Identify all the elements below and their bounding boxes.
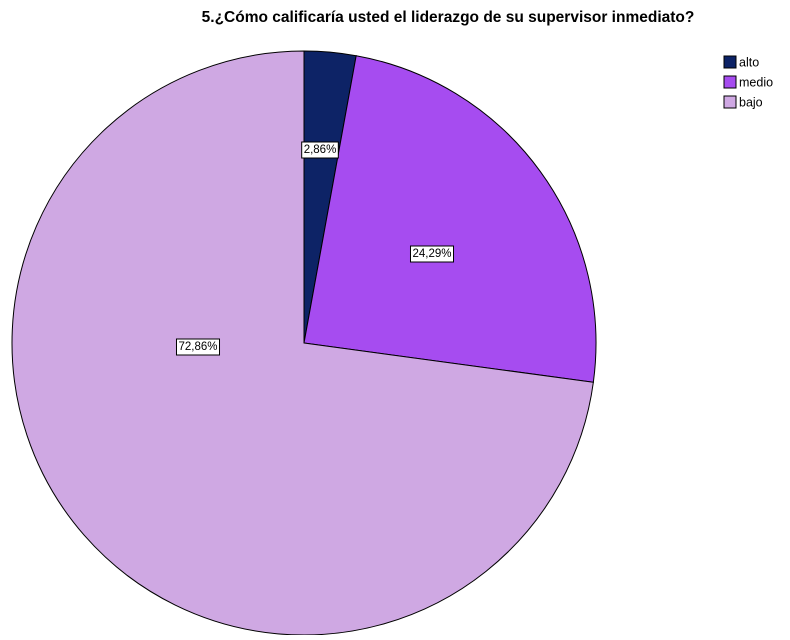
data-label: 2,86% xyxy=(301,141,339,159)
legend-label: medio xyxy=(739,75,773,89)
data-label-box xyxy=(409,245,455,263)
data-label: 72,86% xyxy=(175,338,221,356)
legend-label: alto xyxy=(739,55,759,69)
data-label-box xyxy=(175,338,221,356)
legend-swatch xyxy=(723,55,737,69)
data-label-text: 2,86% xyxy=(304,144,337,156)
legend-swatch xyxy=(723,75,737,89)
data-label-box xyxy=(301,141,339,159)
pie-slice xyxy=(303,55,597,383)
legend-swatch xyxy=(723,95,737,109)
data-label: 24,29% xyxy=(409,245,455,263)
pie-slice xyxy=(11,50,594,636)
chart-title: 5.¿Cómo calificaría usted el liderazgo d… xyxy=(202,9,695,26)
data-label-text: 24,29% xyxy=(412,248,451,260)
legend-label: bajo xyxy=(739,95,763,109)
data-label-text: 72,86% xyxy=(178,341,217,353)
